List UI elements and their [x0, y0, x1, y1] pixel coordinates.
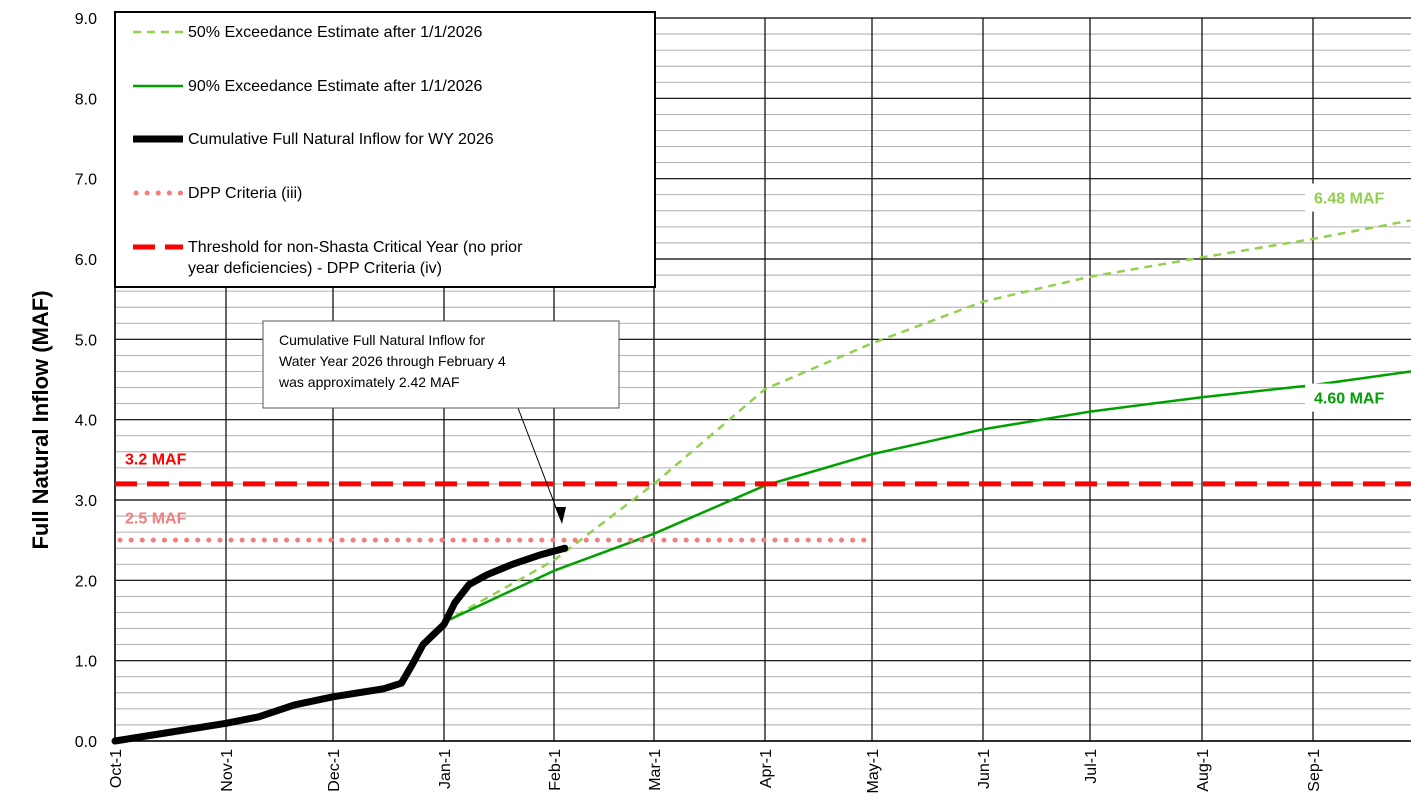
y-tick-label: 0.0 [75, 734, 97, 751]
value-label: 3.2 MAF [125, 452, 187, 469]
callout-box [262, 320, 620, 409]
y-tick-label: 9.0 [75, 11, 97, 28]
annotations: 6.48 MAF 4.60 MAF 3.2 MAF 2.5 MAF [125, 183, 1411, 527]
y-tick-label: 7.0 [75, 172, 97, 189]
axis-ticks: 0.0 1.0 2.0 3.0 4.0 5.0 6.0 7.0 8.0 9.0 Oct-1 Nov-1… [75, 11, 1323, 793]
x-tick-label: Jul-1 [1083, 749, 1100, 784]
callout: Cumulative Full Natural Inflow for Water … [262, 320, 620, 524]
y-tick-label: 4.0 [75, 413, 97, 430]
series-group [111, 219, 1411, 745]
x-tick-label: Jun-1 [976, 749, 993, 789]
y-tick-label: 5.0 [75, 332, 97, 349]
legend-box [114, 11, 656, 288]
legend-label: Threshold for non-Shasta Critical Year (… [188, 239, 523, 256]
label-background [1305, 383, 1411, 412]
x-tick-label: Mar-1 [647, 749, 664, 791]
x-tick-label: Oct-1 [108, 749, 125, 788]
callout-text: Water Year 2026 through February 4 [279, 353, 506, 369]
legend-label: year deficiencies) - DPP Criteria (iv) [188, 260, 442, 277]
x-tick-label: Dec-1 [326, 749, 343, 792]
x-tick-label: Jan-1 [437, 749, 454, 789]
series-line [111, 544, 569, 745]
callout-text: Cumulative Full Natural Inflow for [279, 332, 486, 348]
x-tick-label: Aug-1 [1195, 749, 1212, 792]
x-tick-label: Apr-1 [758, 749, 775, 788]
legend-label: Cumulative Full Natural Inflow for WY 20… [188, 131, 494, 148]
y-tick-label: 1.0 [75, 654, 97, 671]
series-line [443, 219, 1411, 624]
value-label: 4.60 MAF [1314, 391, 1384, 408]
callout-arrowhead [555, 507, 566, 524]
y-tick-label: 8.0 [75, 91, 97, 108]
y-tick-label: 2.0 [75, 573, 97, 590]
label-background [1305, 183, 1411, 212]
y-tick-label: 6.0 [75, 252, 97, 269]
series-line [442, 370, 1411, 624]
legend-label: 50% Exceedance Estimate after 1/1/2026 [188, 24, 483, 41]
value-label: 6.48 MAF [1314, 191, 1384, 208]
x-tick-label: May-1 [865, 749, 882, 794]
x-tick-label: Nov-1 [219, 749, 236, 792]
callout-pointer [517, 407, 561, 519]
y-tick-label: 3.0 [75, 493, 97, 510]
x-tick-label: Sep-1 [1306, 749, 1323, 792]
legend: 50% Exceedance Estimate after 1/1/2026 90… [114, 11, 656, 288]
value-label: 2.5 MAF [125, 510, 187, 527]
legend-label: DPP Criteria (iii) [188, 185, 302, 202]
x-tick-label: Feb-1 [547, 749, 564, 791]
legend-label: 90% Exceedance Estimate after 1/1/2026 [188, 78, 483, 95]
callout-text: was approximately 2.42 MAF [278, 374, 460, 390]
y-axis-label: Full Natural Inflow (MAF) [28, 290, 53, 549]
